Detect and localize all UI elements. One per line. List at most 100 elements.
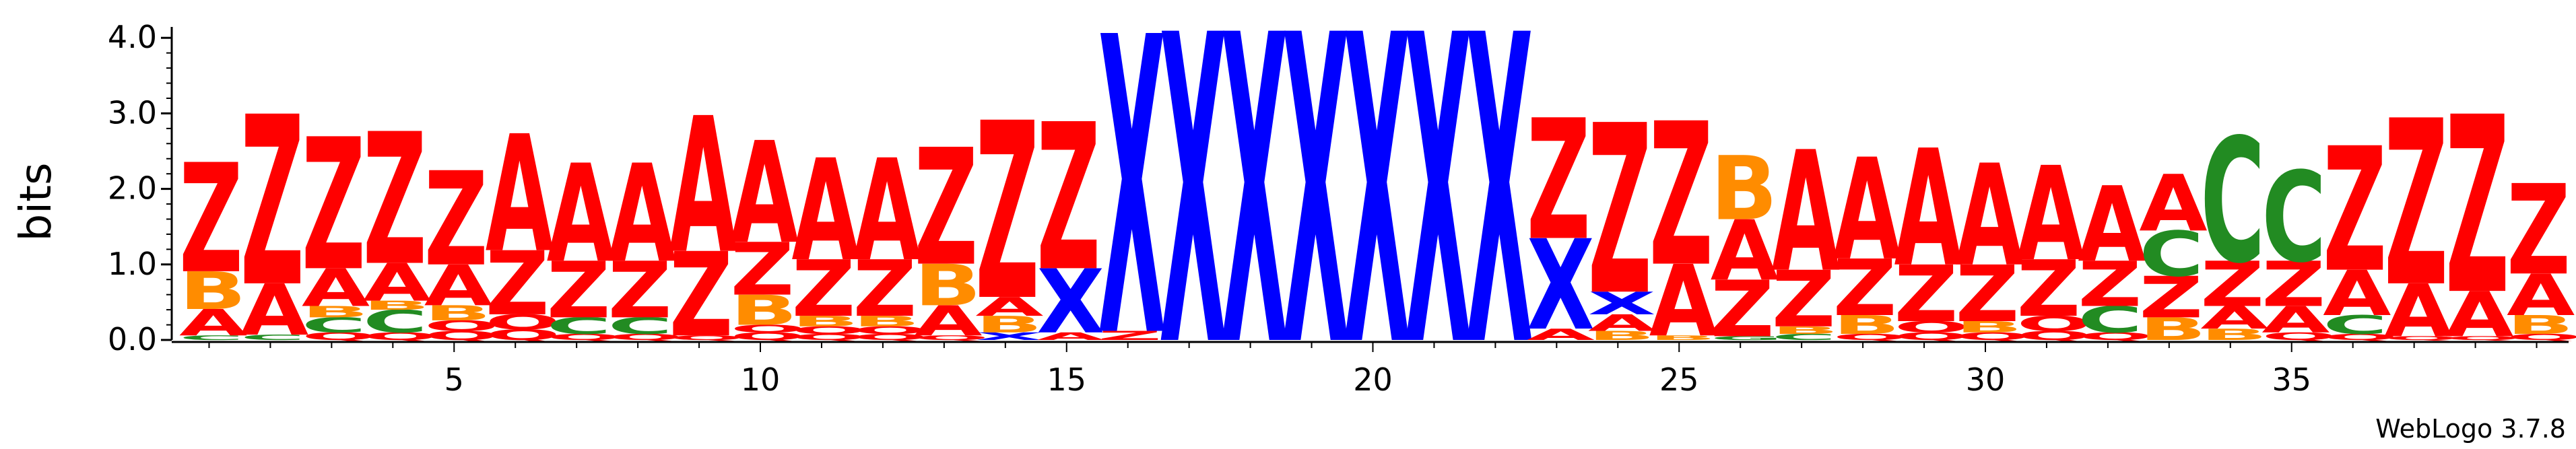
logo-column: CAZ <box>240 67 309 351</box>
logo-letter-x: X <box>1282 0 1350 441</box>
logo-column: X <box>1404 0 1472 441</box>
logo-letter-c: C <box>547 313 612 340</box>
logo-letter-a: A <box>1527 326 1595 344</box>
x-tick-label: 30 <box>1966 361 2006 398</box>
logo-letter-z: Z <box>853 244 917 335</box>
letter-stacks: CABZCAZQCBAZQCBAZQOBAZQOZAQCZAQCZAQZAQOB… <box>179 0 2576 441</box>
logo-letter-a: A <box>179 302 247 344</box>
logo-column: BAZ <box>1649 82 1717 359</box>
logo-letter-o: O <box>731 323 805 335</box>
logo-column: AXZ <box>1527 85 1595 358</box>
logo-letter-q: Q <box>1833 333 1908 342</box>
logo-letter-b: B <box>363 298 430 313</box>
logo-letter-z: Z <box>2139 265 2203 331</box>
logo-letter-a: A <box>2016 139 2084 289</box>
y-tick-label: 2.0 <box>108 170 157 207</box>
logo-letter-c: C <box>1772 333 1837 342</box>
logo-letter-a: A <box>2261 299 2330 341</box>
logo-letter-a: A <box>486 102 554 288</box>
logo-letter-b: B <box>791 313 859 330</box>
y-axis-label: bits <box>11 163 61 242</box>
logo-letter-c: C <box>2261 145 2326 290</box>
logo-letter-q: Q <box>669 334 744 341</box>
logo-letter-q: Q <box>2323 333 2398 342</box>
logo-letter-z: Z <box>424 144 488 295</box>
logo-letter-a: A <box>1588 310 1656 337</box>
logo-letter-c: C <box>179 334 244 341</box>
x-tick-label: 20 <box>1353 361 1393 398</box>
y-tick-label: 3.0 <box>108 94 157 131</box>
logo-letter-c: C <box>2139 218 2204 291</box>
logo-letter-a: A <box>1894 116 1962 302</box>
logo-letter-q: Q <box>2384 335 2459 341</box>
logo-letter-c: C <box>2200 102 2265 301</box>
logo-column: X <box>1282 0 1350 441</box>
logo-letter-z: Z <box>1956 250 2020 340</box>
logo-letter-c: C <box>2323 310 2387 341</box>
logo-letter-a: A <box>2507 263 2575 329</box>
x-tick-label: 35 <box>2272 361 2311 398</box>
logo-letter-z: Z <box>2261 248 2325 321</box>
logo-letter-b: B <box>853 313 920 330</box>
logo-letter-q: Q <box>2261 331 2336 343</box>
logo-letter-a: A <box>424 253 493 318</box>
logo-letter-c: C <box>2078 299 2142 341</box>
logo-letter-z: Z <box>363 95 427 306</box>
logo-column: X <box>1159 0 1227 441</box>
logo-letter-x: X <box>975 331 1043 343</box>
logo-letter-x: X <box>1159 0 1227 441</box>
logo-letter-c: C <box>608 313 673 340</box>
logo-letter-z: Z <box>2507 159 2571 304</box>
logo-letter-q: Q <box>547 333 622 342</box>
logo-letter-a: A <box>608 135 676 292</box>
y-tick-label: 1.0 <box>108 246 157 282</box>
logo-letter-q: Q <box>1956 331 2030 343</box>
logo-letter-z: Z <box>608 246 672 337</box>
logo-letter-g: G <box>1711 335 1783 341</box>
logo-letter-q: Q <box>363 331 438 343</box>
logo-column: QAZ <box>2384 73 2459 353</box>
logo-letter-a: A <box>2200 300 2268 337</box>
logo-letter-x: X <box>1220 0 1288 441</box>
logo-letter-z: Z <box>1833 244 1897 334</box>
logo-letter-o: O <box>424 318 499 335</box>
logo-letter-a: A <box>2384 270 2453 354</box>
x-axis: 5 10 15 20 25 30 35 <box>172 341 2569 398</box>
logo-letter-x: X <box>1343 0 1411 441</box>
logo-letter-b: B <box>1588 329 1655 343</box>
logo-letter-a: A <box>1772 116 1840 309</box>
logo-column: QAZ <box>2445 66 2520 351</box>
logo-letter-z: Z <box>486 233 550 335</box>
logo-letter-z: Z <box>975 72 1039 355</box>
logo-letter-x: X <box>1527 213 1595 358</box>
logo-letter-q: Q <box>853 333 927 342</box>
logo-column: ZX <box>1098 0 1166 427</box>
logo-letter-c: C <box>363 304 428 340</box>
logo-letter-b: B <box>179 261 246 322</box>
logo-letter-a: A <box>2445 279 2514 351</box>
logo-letter-z: Z <box>1894 250 1958 340</box>
logo-letter-c: C <box>302 314 366 338</box>
logo-letter-b: B <box>1772 324 1839 337</box>
logo-letter-z: Z <box>1527 85 1591 277</box>
logo-letter-q: Q <box>2078 331 2152 343</box>
logo-letter-q: Q <box>791 333 866 342</box>
logo-letter-b: B <box>975 311 1043 338</box>
logo-letter-a: A <box>2139 160 2207 250</box>
